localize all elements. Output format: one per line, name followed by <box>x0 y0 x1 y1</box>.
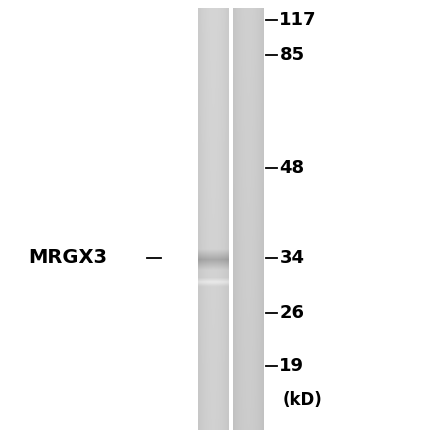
Text: 85: 85 <box>279 46 304 64</box>
Text: 117: 117 <box>279 11 317 29</box>
Text: 34: 34 <box>279 249 304 267</box>
Text: MRGX3: MRGX3 <box>29 248 108 268</box>
Text: 26: 26 <box>279 304 304 322</box>
Text: (kD): (kD) <box>283 392 323 409</box>
Text: 48: 48 <box>279 159 304 176</box>
Text: 19: 19 <box>279 357 304 375</box>
